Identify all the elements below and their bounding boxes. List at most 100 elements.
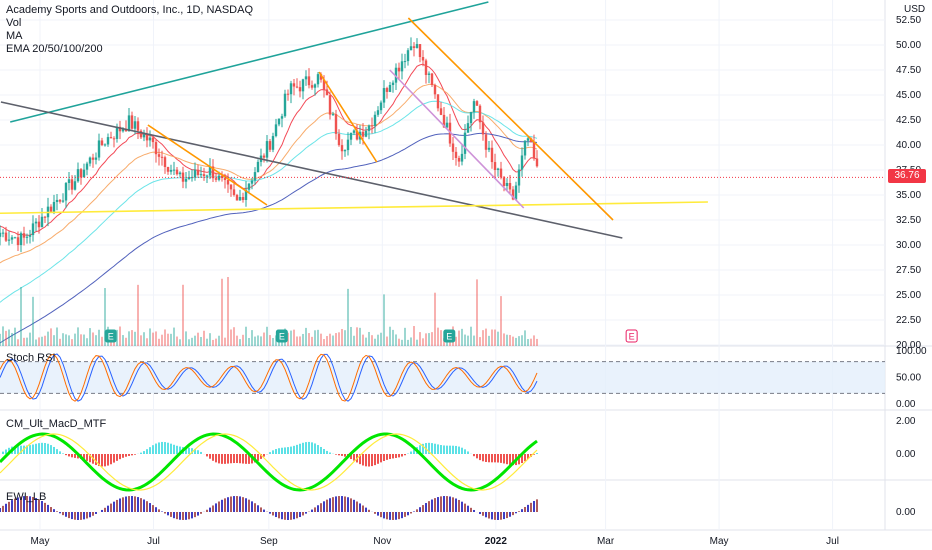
trendline-gray-lower[interactable]	[0, 101, 623, 239]
macd-hist-bar	[158, 442, 160, 454]
earnings-marker[interactable]	[275, 329, 288, 343]
macd-hist-bar	[413, 449, 415, 454]
macd-hist-bar	[122, 454, 124, 458]
ewi-bar	[473, 509, 475, 512]
ewi-bar	[173, 512, 175, 519]
trendline-teal-upper[interactable]	[10, 1, 489, 123]
ewi-bar	[116, 499, 118, 512]
stoch-rsi-label[interactable]: Stoch RSI	[6, 352, 56, 364]
volume-bar	[533, 335, 535, 346]
ewi-bar	[293, 512, 295, 520]
candle-body	[241, 197, 245, 201]
legend-vol[interactable]: Vol	[6, 17, 22, 29]
macd-hist-bar	[494, 454, 496, 463]
candle-body	[100, 140, 104, 146]
macd-hist-bar	[503, 454, 505, 464]
candle-body	[295, 86, 299, 88]
ewi-bar	[470, 507, 472, 512]
volume-bar	[188, 339, 190, 346]
candle-body	[10, 237, 14, 240]
macd-hist-bar	[41, 442, 43, 454]
volume-bar	[311, 336, 313, 346]
candle-body	[520, 155, 524, 170]
trendline-orange-small[interactable]	[147, 124, 268, 206]
candle-body	[115, 126, 119, 139]
ewi-bar	[512, 512, 514, 516]
macd-hist-bar	[386, 454, 388, 460]
stoch-band	[0, 361, 885, 394]
candle-body	[109, 137, 113, 139]
ewi-bar	[524, 506, 526, 512]
macd-hist-bar	[248, 454, 250, 464]
y-tick-label: 30.00	[896, 240, 921, 251]
earnings-marker[interactable]	[625, 329, 638, 343]
volume-bar	[221, 278, 223, 346]
macd-hist-bar	[275, 449, 277, 454]
macd-hist-bar	[104, 454, 106, 467]
ewi-bar	[68, 512, 70, 519]
trendline-yellow[interactable]	[0, 201, 708, 215]
ewi-bar	[296, 512, 298, 519]
macd-hist-bar	[131, 454, 133, 456]
candle-body	[376, 110, 380, 115]
ewi-bar	[413, 511, 415, 512]
macd-hist-bar	[245, 454, 247, 464]
ewi-bar	[143, 499, 145, 512]
candle-body	[469, 112, 473, 124]
candle-body	[58, 199, 62, 202]
trendline-orange-small[interactable]	[318, 71, 378, 163]
candle-body	[178, 172, 182, 175]
candle-body	[475, 101, 479, 106]
legend-ma[interactable]: MA	[6, 30, 23, 42]
stoch-tick-label: 100.00	[896, 346, 927, 357]
volume-bar	[404, 327, 406, 346]
ewi-bar	[179, 512, 181, 520]
earnings-marker-label: E	[629, 332, 635, 342]
candle-body	[406, 50, 410, 62]
ewi-label[interactable]: EWI_LB	[6, 491, 47, 503]
volume-bar	[380, 332, 382, 346]
candle-body	[289, 83, 293, 95]
macd-hist-bar	[155, 443, 157, 454]
candle-body	[427, 73, 431, 75]
trendline-violet[interactable]	[389, 69, 525, 209]
earnings-marker[interactable]	[104, 329, 117, 343]
candle-body	[400, 61, 404, 72]
macd-hist-bar	[191, 448, 193, 454]
macd-hist-bar	[281, 447, 283, 454]
volume-bar	[212, 339, 214, 346]
macd-line	[0, 432, 538, 492]
macd-label[interactable]: CM_Ult_MacD_MTF	[6, 418, 107, 430]
ewi-bar	[140, 498, 142, 512]
candle-body	[304, 76, 308, 80]
volume-bar	[248, 337, 250, 346]
candle-body	[238, 197, 242, 201]
candle-body	[283, 93, 287, 117]
earnings-marker[interactable]	[443, 329, 456, 343]
candle-body	[268, 141, 272, 150]
volume-bar	[425, 333, 427, 346]
legend-ema[interactable]: EMA 20/50/100/200	[6, 43, 103, 55]
ewi-bar	[230, 496, 232, 512]
ewi-bar	[176, 512, 178, 520]
ewi-bar	[224, 498, 226, 512]
macd-hist-bar	[173, 444, 175, 454]
volume-bar	[386, 336, 388, 346]
volume-bar	[341, 328, 343, 346]
volume-bar	[407, 339, 409, 346]
candle-body	[52, 201, 56, 212]
candle-body	[121, 129, 125, 132]
candle-body	[157, 154, 161, 157]
ewi-bar	[275, 512, 277, 518]
macd-hist-bar	[491, 454, 493, 463]
macd-hist-bar	[449, 445, 451, 454]
ewi-bar	[395, 512, 397, 520]
ewi-bar	[302, 512, 304, 516]
candle-body	[244, 189, 248, 201]
volume-bar	[473, 335, 475, 346]
ema-20-line	[0, 63, 538, 236]
trendline-orange-upper[interactable]	[407, 17, 614, 221]
ewi-bar	[104, 507, 106, 512]
volume-bar	[77, 327, 79, 346]
